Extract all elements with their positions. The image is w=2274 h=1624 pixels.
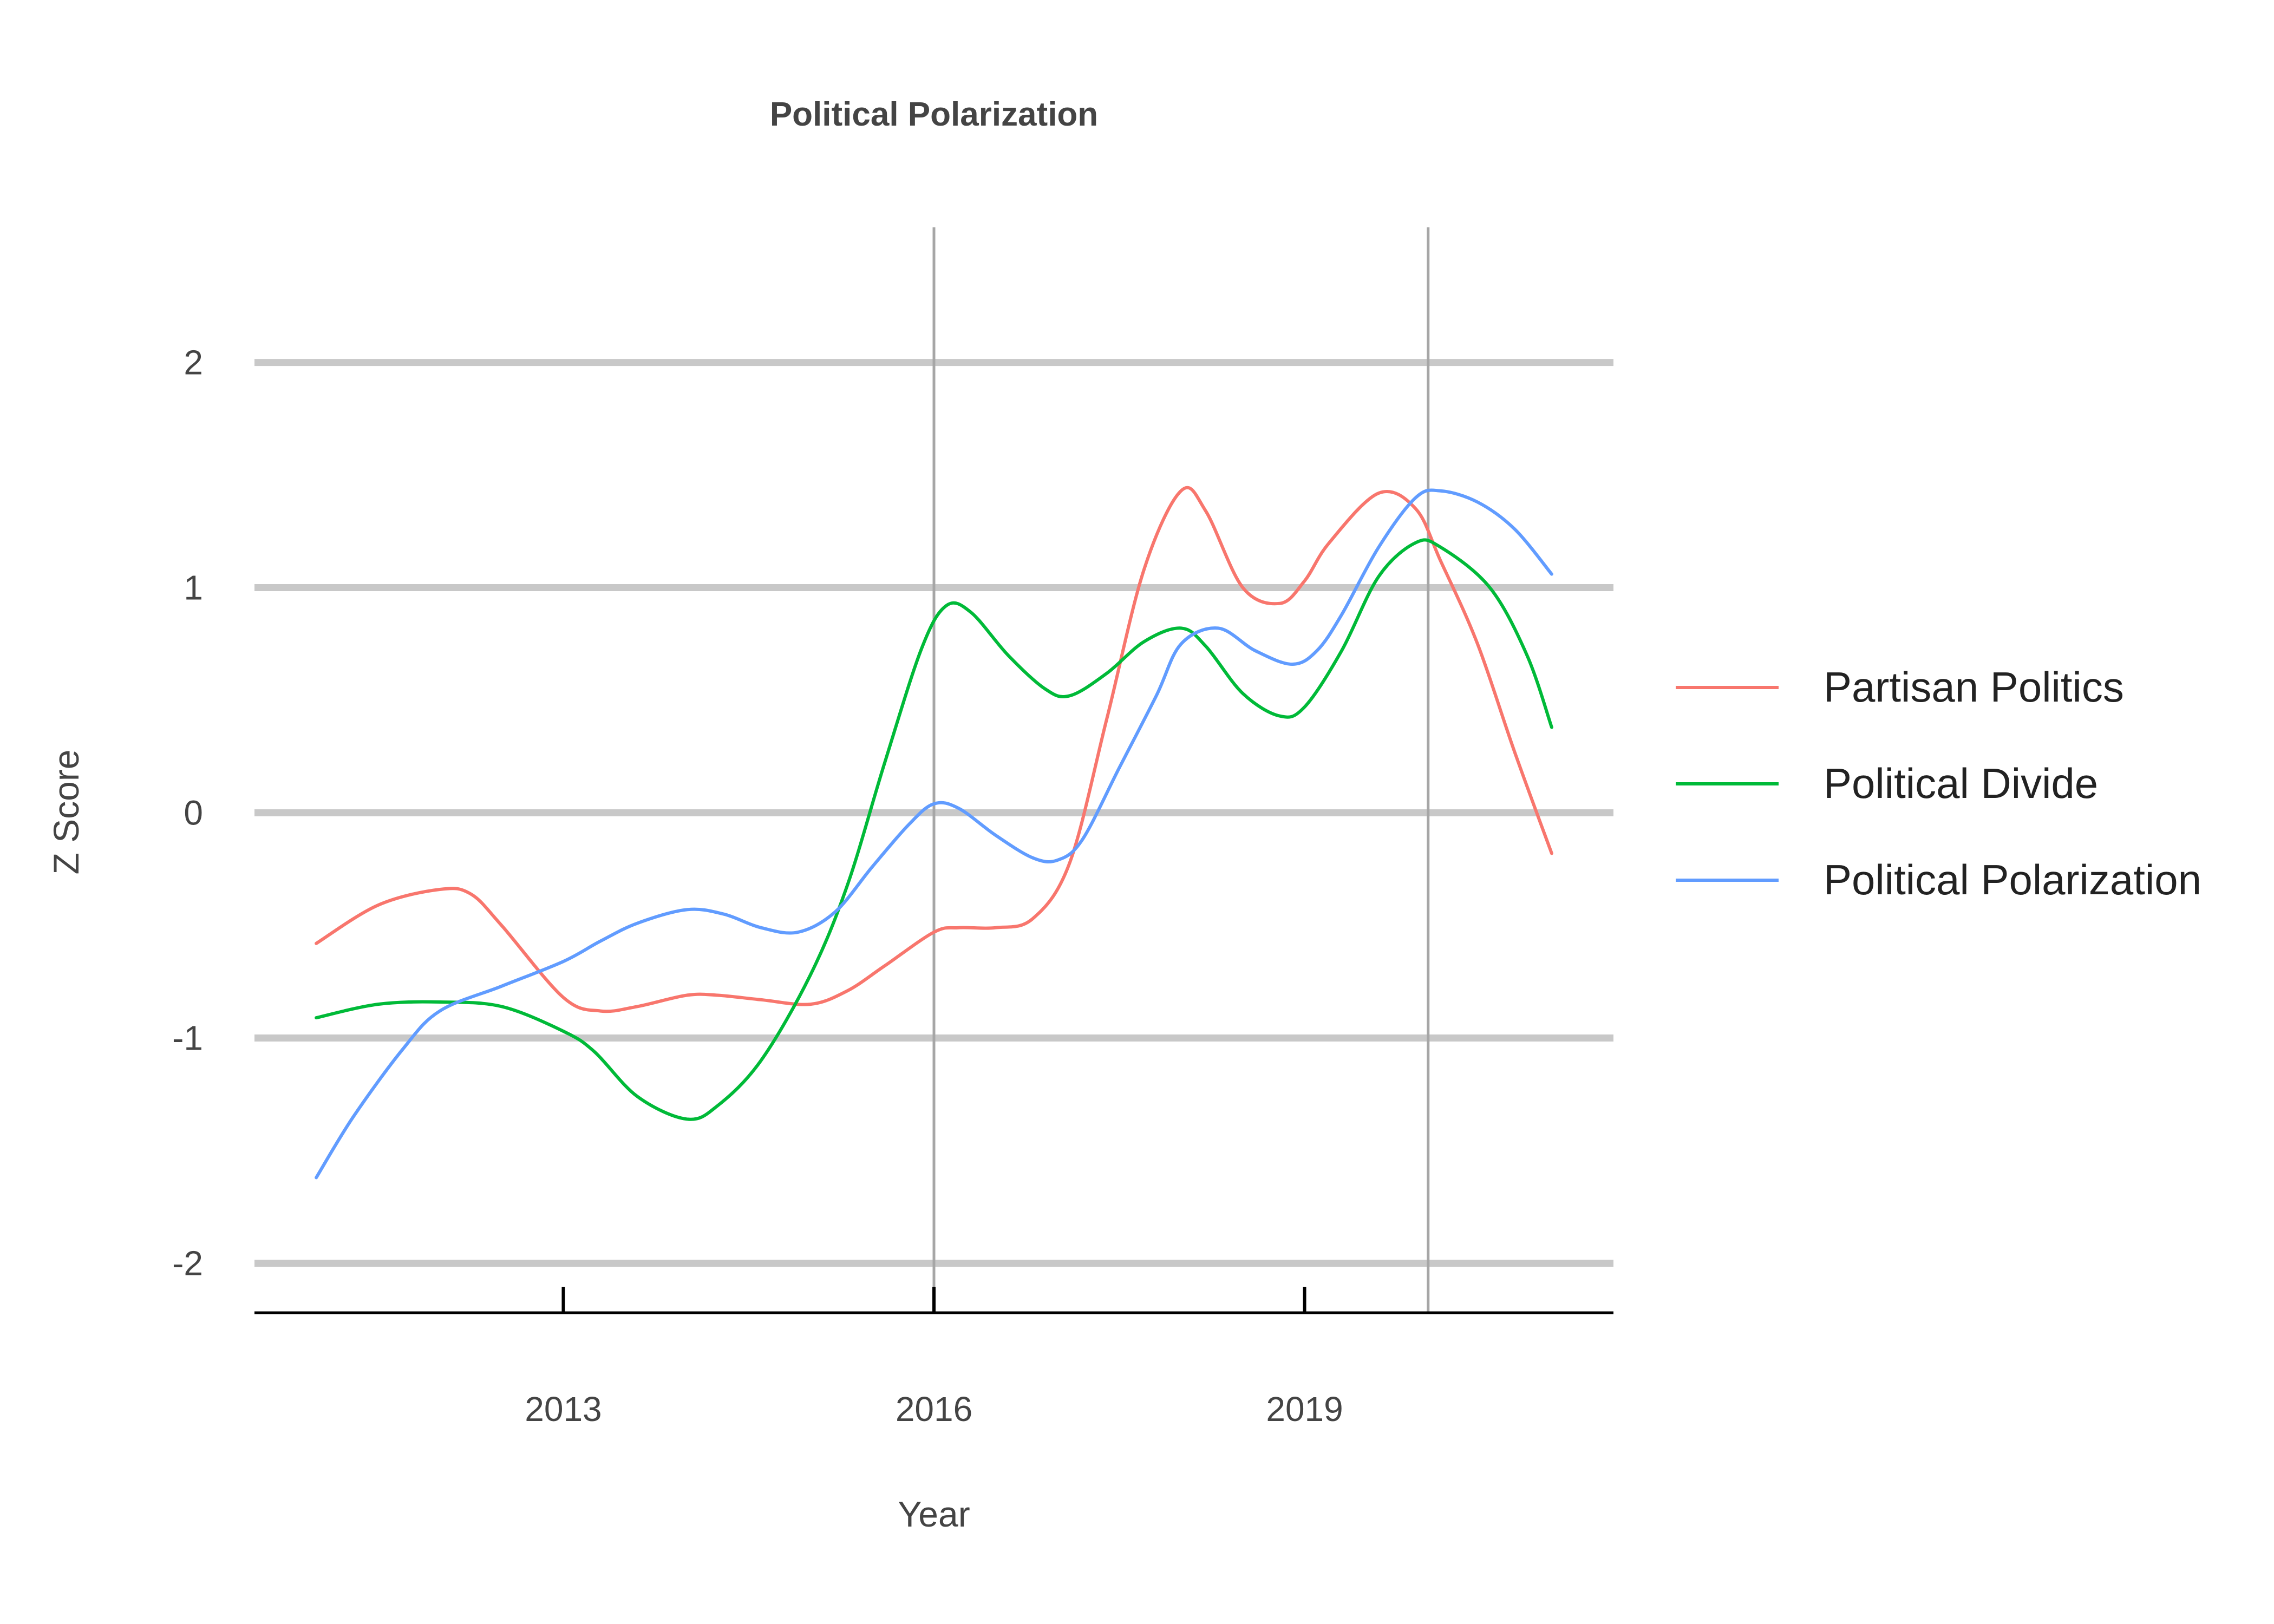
- y-tick-label: 2: [184, 343, 203, 382]
- x-tick-label: 2019: [1266, 1390, 1343, 1429]
- y-tick-label: -1: [172, 1019, 203, 1058]
- x-axis-label: Year: [898, 1494, 970, 1534]
- x-tick-label: 2016: [896, 1390, 972, 1429]
- series-line-political-divide: [315, 538, 1553, 1121]
- legend: Partisan Politics Political Divide Politic…: [1676, 663, 2201, 903]
- y-axis: -2 -1 0 1 2: [172, 343, 203, 1283]
- reference-lines: [932, 227, 1430, 1313]
- y-tick-label: 0: [184, 794, 203, 833]
- series-line-political-polarization: [315, 488, 1553, 1180]
- legend-label-political-divide: Political Divide: [1824, 759, 2098, 807]
- y-tick-label: 1: [184, 568, 203, 607]
- y-axis-label: Z Score: [46, 749, 86, 874]
- series-lines: [315, 486, 1553, 1180]
- chart-title: Political Polarization: [770, 96, 1098, 133]
- legend-label-partisan-politics: Partisan Politics: [1824, 663, 2124, 711]
- legend-label-political-polarization: Political Polarization: [1824, 856, 2201, 903]
- x-tick-label: 2013: [525, 1390, 602, 1429]
- series-line-partisan-politics: [315, 486, 1553, 1013]
- x-axis: 2013 2016 2019: [254, 1287, 1613, 1429]
- y-tick-label: -2: [172, 1243, 203, 1282]
